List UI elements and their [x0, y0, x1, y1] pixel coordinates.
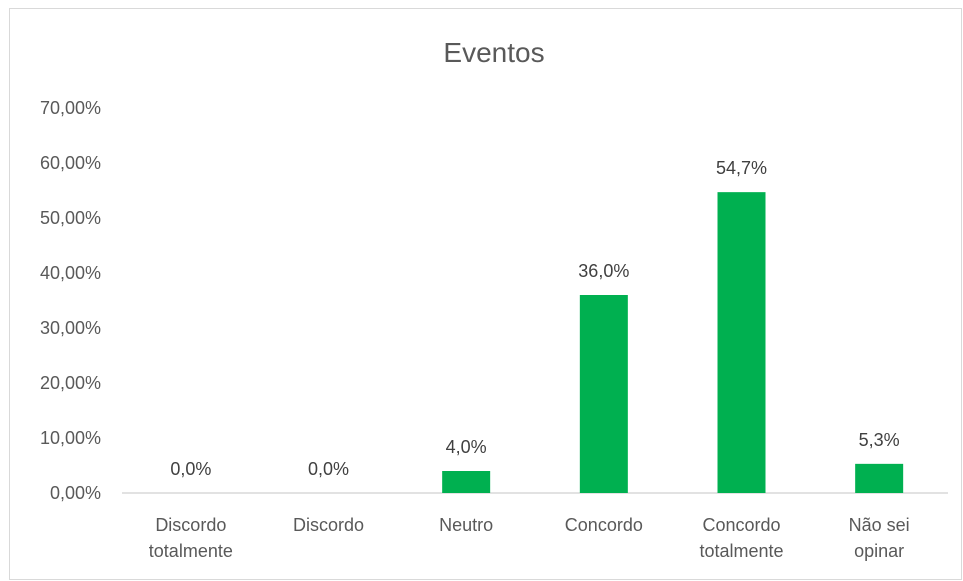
data-label: 36,0% — [578, 261, 629, 281]
bar — [855, 464, 903, 493]
y-tick-label: 30,00% — [40, 318, 101, 338]
data-label: 5,3% — [859, 430, 900, 450]
category-label: Discordo totalmente — [149, 515, 233, 561]
y-tick-label: 0,00% — [50, 483, 101, 503]
y-tick-label: 40,00% — [40, 263, 101, 283]
bar — [580, 295, 628, 493]
category-label: Concordo totalmente — [699, 515, 783, 561]
y-tick-label: 50,00% — [40, 208, 101, 228]
data-label: 0,0% — [308, 459, 349, 479]
bar — [718, 192, 766, 493]
y-axis-ticks: 0,00% 10,00% 20,00% 30,00% 40,00% 50,00% 60,00… — [40, 98, 101, 503]
chart-title: Eventos — [443, 37, 544, 68]
y-tick-label: 20,00% — [40, 373, 101, 393]
data-labels: 0,0% 0,0% 4,0% 36,0% 54,7% 5,3% — [170, 158, 899, 479]
category-labels: Discordo totalmente Discordo Neutro Concordo… — [149, 515, 910, 561]
data-label: 0,0% — [170, 459, 211, 479]
y-tick-label: 60,00% — [40, 153, 101, 173]
category-label: Neutro — [439, 515, 493, 535]
bar — [442, 471, 490, 493]
category-label: Discordo — [293, 515, 364, 535]
data-label: 4,0% — [446, 437, 487, 457]
y-tick-label: 70,00% — [40, 98, 101, 118]
data-label: 54,7% — [716, 158, 767, 178]
category-label: Concordo — [565, 515, 643, 535]
y-tick-label: 10,00% — [40, 428, 101, 448]
bars — [442, 192, 903, 493]
category-label: Não sei opinar — [849, 515, 910, 561]
